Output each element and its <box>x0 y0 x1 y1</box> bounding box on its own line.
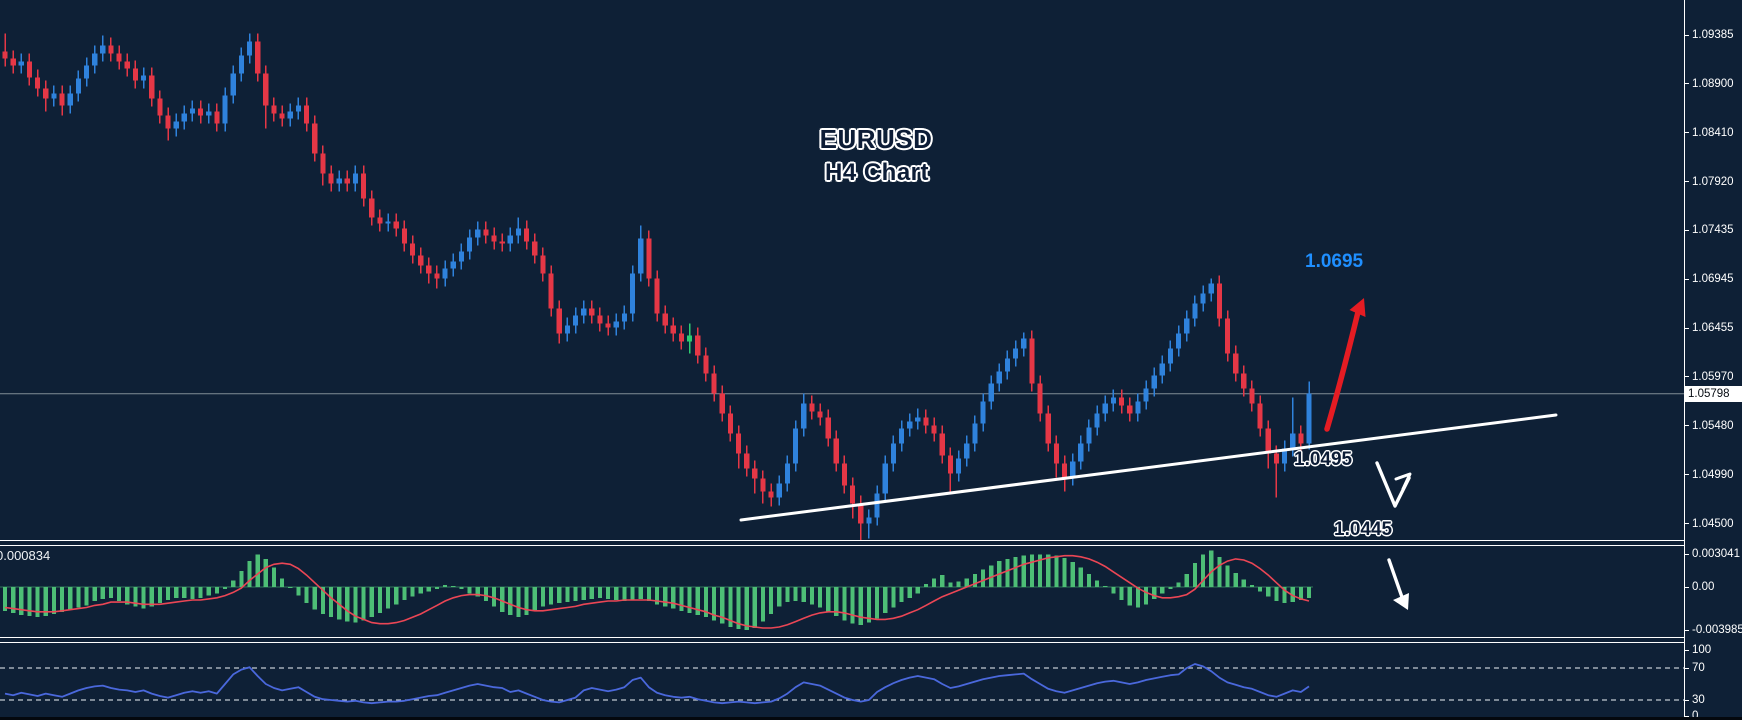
current-price-value: 1.05798 <box>1688 388 1730 400</box>
axis-tick-label: 1.04990 <box>1692 468 1734 481</box>
axis-tick-mark <box>1684 181 1689 183</box>
axis-tick-label: 1.07920 <box>1692 175 1734 188</box>
support-price-annotation[interactable]: 1.0495 <box>1294 449 1353 470</box>
ascending-trendline[interactable] <box>739 413 1558 522</box>
axis-tick-mark <box>1684 229 1689 231</box>
price-axis-line <box>1684 0 1686 720</box>
axis-tick-label: 0 <box>1692 710 1699 720</box>
axis-tick-mark <box>1684 34 1689 36</box>
axis-tick-mark <box>1684 376 1689 378</box>
axis-tick-mark <box>1684 699 1689 701</box>
axis-tick-mark <box>1684 425 1689 427</box>
white-pullback-arrow[interactable] <box>1375 461 1412 508</box>
axis-tick-label: 30 <box>1692 694 1705 706</box>
axis-tick-mark <box>1684 83 1689 85</box>
axis-tick-label: 1.07435 <box>1692 224 1734 236</box>
lower-support-price-annotation[interactable]: 1.0445 <box>1334 519 1393 540</box>
macd-histogram <box>2 550 1312 631</box>
rsi-line <box>4 663 1310 705</box>
axis-tick-mark <box>1684 474 1689 476</box>
axis-tick-label: 1.09385 <box>1692 29 1734 41</box>
axis-tick-mark <box>1684 327 1689 329</box>
axis-tick-label: 70 <box>1692 662 1705 674</box>
target-price-annotation[interactable]: 1.0695 <box>1305 251 1364 272</box>
window-bottom-edge <box>0 717 1742 720</box>
candlestick-series <box>2 33 1312 541</box>
axis-tick-mark <box>1684 132 1689 134</box>
panel-separator-rsi[interactable] <box>0 637 1684 643</box>
axis-tick-label: -0.003985 <box>1692 624 1742 637</box>
right-axis-scale[interactable]: 1.09385 1.08900 1.08410 1.07920 1.07435 1.069… <box>1684 0 1742 720</box>
axis-tick-label: 0.00 <box>1692 581 1715 593</box>
axis-tick-mark <box>1684 715 1689 717</box>
axis-tick-label: 1.08900 <box>1692 77 1734 90</box>
panel-separator-macd[interactable] <box>0 540 1684 546</box>
axis-tick-mark <box>1684 586 1689 588</box>
axis-tick-label: 1.05970 <box>1692 370 1734 383</box>
axis-tick-label: 1.04500 <box>1692 517 1734 530</box>
macd-current-value-label: 0.000834 <box>0 548 51 563</box>
chart-timeframe-title: H4 Chart <box>824 159 930 186</box>
axis-tick-mark <box>1684 649 1689 651</box>
axis-tick-label: 1.08410 <box>1692 126 1734 139</box>
axis-tick-mark <box>1684 553 1689 555</box>
axis-tick-mark <box>1684 523 1689 525</box>
axis-tick-mark <box>1684 278 1689 280</box>
axis-tick-mark <box>1684 629 1689 631</box>
white-down-arrow[interactable] <box>1387 558 1409 610</box>
axis-tick-label: 0.003041 <box>1692 548 1740 561</box>
axis-tick-label: 1.06945 <box>1692 273 1734 285</box>
axis-tick-label: 1.06455 <box>1692 322 1734 334</box>
macd-signal-line <box>4 554 1310 629</box>
chart-symbol-title: EURUSD <box>819 124 933 154</box>
current-price-tag: 1.05798 <box>1684 386 1742 402</box>
axis-tick-mark <box>1684 667 1689 669</box>
red-up-arrow[interactable] <box>1324 298 1366 432</box>
axis-tick-label: 100 <box>1692 644 1712 656</box>
axis-tick-label: 1.05480 <box>1692 419 1734 432</box>
